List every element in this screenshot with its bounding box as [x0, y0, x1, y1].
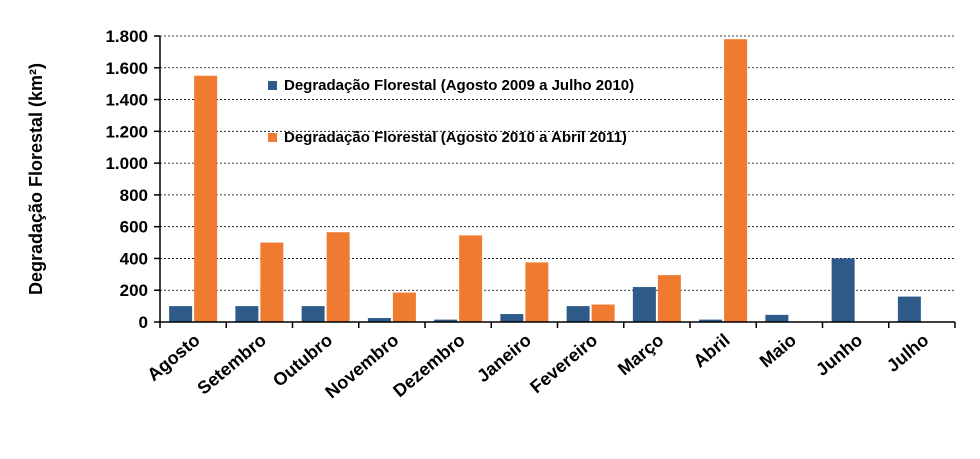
y-tick-label: 1.600	[105, 59, 148, 78]
legend-swatch	[268, 133, 277, 142]
y-tick-labels: 0 200 400 600 800 1.000 1.200 1.400 1.600 1.800	[105, 27, 148, 332]
x-tick-label: Março	[614, 330, 667, 379]
bars	[169, 39, 921, 323]
bar-series1	[765, 314, 789, 322]
bar-series2	[194, 75, 218, 322]
bar-series2	[459, 235, 483, 322]
bar-series1	[566, 306, 590, 322]
y-tick-label: 0	[139, 313, 148, 332]
x-tick-label: Setembro	[193, 330, 269, 399]
y-tick-label: 800	[120, 186, 148, 205]
x-tick-label: Agosto	[143, 330, 203, 385]
x-tick-label: Outubro	[269, 330, 336, 391]
bar-series1	[897, 296, 921, 322]
y-tick-label: 1.800	[105, 27, 148, 46]
bar-series1	[500, 314, 524, 322]
y-tick-label: 400	[120, 249, 148, 268]
bar-series2	[525, 262, 549, 322]
legend-label: Degradação Florestal (Agosto 2009 a Julh…	[284, 77, 634, 94]
x-tick-label: Maio	[756, 330, 800, 372]
bar-series2	[260, 242, 284, 322]
bar-series1	[367, 318, 391, 322]
y-tick-label: 600	[120, 218, 148, 237]
bar-series2	[591, 304, 615, 322]
y-tick-label: 200	[120, 281, 148, 300]
bar-series1	[169, 306, 193, 322]
legend-swatch	[268, 81, 277, 90]
x-tick-label: Junho	[812, 330, 866, 380]
x-tick-label: Janeiro	[473, 330, 535, 386]
bar-series2	[657, 275, 681, 322]
x-tick-label: Abril	[689, 330, 733, 372]
x-tick-label: Dezembro	[389, 330, 469, 401]
bar-series1	[301, 306, 325, 322]
bar-series2	[392, 292, 416, 322]
bar-series1	[831, 258, 855, 322]
bar-series2	[326, 232, 350, 322]
gridlines	[154, 35, 955, 323]
x-tick-label: Julho	[883, 330, 933, 376]
x-tick-label: Fevereiro	[526, 330, 601, 397]
y-tick-label: 1.000	[105, 154, 148, 173]
bar-series1	[434, 319, 458, 322]
x-tick-label: Novembro	[321, 330, 402, 403]
legend: Degradação Florestal (Agosto 2009 a Julh…	[268, 77, 634, 146]
y-tick-label: 1.200	[105, 122, 148, 141]
bar-series2	[724, 39, 748, 323]
axes	[159, 36, 956, 328]
legend-label: Degradação Florestal (Agosto 2010 a Abri…	[284, 129, 627, 146]
y-tick-label: 1.400	[105, 91, 148, 110]
bar-series1	[699, 319, 723, 322]
bar-series1	[632, 287, 656, 322]
y-axis-label: Degradação Florestal (km²)	[26, 63, 46, 295]
bar-series1	[235, 306, 259, 322]
